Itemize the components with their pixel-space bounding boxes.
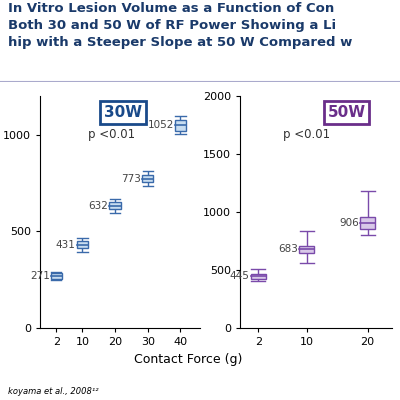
Bar <box>109 202 121 209</box>
Text: 773: 773 <box>121 174 141 184</box>
Text: 50W: 50W <box>327 105 366 120</box>
Bar <box>175 120 186 131</box>
Text: 683: 683 <box>278 244 298 254</box>
Text: 906: 906 <box>339 218 359 228</box>
Text: 431: 431 <box>56 240 76 250</box>
Bar <box>142 175 154 182</box>
Bar <box>360 217 375 229</box>
Text: 445: 445 <box>230 271 250 281</box>
Bar <box>251 274 266 279</box>
Bar <box>51 274 62 279</box>
Text: 632: 632 <box>88 201 108 211</box>
Bar <box>77 241 88 248</box>
Text: p <0.01: p <0.01 <box>282 128 330 141</box>
Text: p <0.01: p <0.01 <box>88 128 135 141</box>
Text: Contact Force (g): Contact Force (g) <box>134 354 242 366</box>
Text: 1052: 1052 <box>147 120 174 130</box>
Text: In Vitro Lesion Volume as a Function of Con
Both 30 and 50 W of RF Power Showing: In Vitro Lesion Volume as a Function of … <box>8 2 352 49</box>
Text: 30W: 30W <box>104 105 142 120</box>
Text: 271: 271 <box>30 271 50 281</box>
Bar <box>299 246 314 253</box>
Text: koyama et al., 2008¹²: koyama et al., 2008¹² <box>8 387 99 396</box>
